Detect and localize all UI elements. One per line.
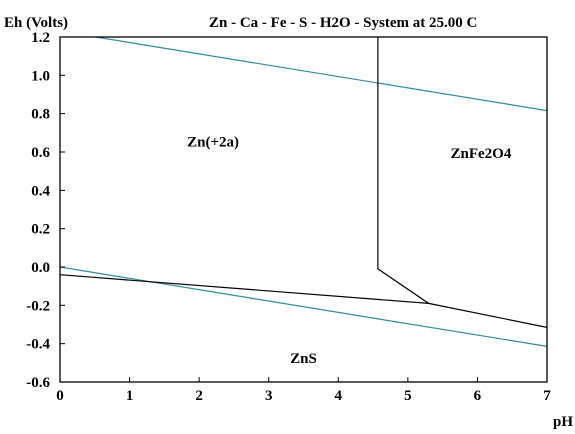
x-tick-label: 6 <box>474 388 482 404</box>
region-label-1: Zn(+2a) <box>187 134 239 150</box>
x-tick-label: 7 <box>543 388 551 404</box>
y-tick-label: -0.2 <box>26 298 50 314</box>
x-tick-label: 1 <box>126 388 134 404</box>
y-tick-label: 0.4 <box>31 183 50 199</box>
plot-frame <box>59 36 548 383</box>
y-tick-label: -0.4 <box>26 337 50 353</box>
boundary-line-3 <box>377 37 547 328</box>
y-tick-label: 0.0 <box>31 260 50 276</box>
region-label-3: ZnS <box>290 351 317 367</box>
x-tick-label: 2 <box>195 388 203 404</box>
x-axis-label: pH <box>553 414 573 430</box>
region-labels: Zn(+2a) ZnFe2O4 ZnS <box>187 134 512 367</box>
boundary-line-4 <box>60 274 429 304</box>
axis-ticks: 0 1 2 3 4 5 6 7 -0.6 -0.4 -0.2 0.0 0.2 0.4 0.6 0.8 1.0 1.… <box>26 30 551 404</box>
x-tick-label: 4 <box>335 388 343 404</box>
x-tick-label: 5 <box>404 388 412 404</box>
y-tick-label: 1.0 <box>31 68 50 84</box>
x-tick-label: 3 <box>265 388 273 404</box>
y-tick-label: -0.6 <box>26 375 50 391</box>
y-tick-label: 0.8 <box>31 107 50 123</box>
y-tick-label: 0.2 <box>31 222 50 238</box>
boundary-line-1 <box>91 37 547 112</box>
x-tick-label: 0 <box>56 388 64 404</box>
y-axis-label: Eh (Volts) <box>4 15 68 31</box>
y-tick-label: 0.6 <box>31 145 50 161</box>
y-tick-label: 1.2 <box>31 30 50 46</box>
region-label-2: ZnFe2O4 <box>450 146 511 162</box>
chart-title: Zn - Ca - Fe - S - H2O - System at 25.00… <box>209 15 477 31</box>
boundary-lines <box>60 37 547 347</box>
boundary-line-2 <box>60 266 547 347</box>
